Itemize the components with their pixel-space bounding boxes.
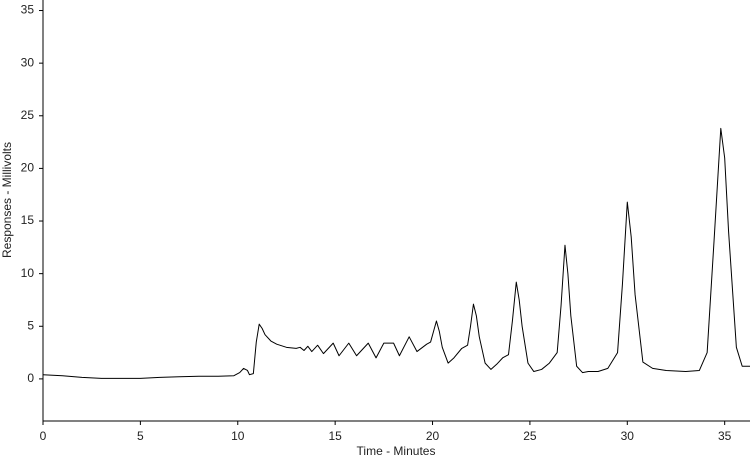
x-axis-label: Time - Minutes: [357, 444, 436, 458]
signal-line: [42, 127, 750, 379]
x-tick-label: 0: [40, 429, 47, 443]
x-tick-label: 35: [718, 429, 732, 443]
y-tick-label: 30: [21, 55, 35, 69]
y-tick-label: 25: [21, 108, 35, 122]
x-tick-label: 20: [426, 429, 440, 443]
x-tick-label: 25: [523, 429, 537, 443]
y-tick-label: 15: [21, 213, 35, 227]
y-tick-label: 35: [21, 3, 35, 17]
y-tick-label: 20: [21, 161, 35, 175]
x-tick-label: 5: [137, 429, 144, 443]
x-tick-label: 15: [328, 429, 342, 443]
x-tick-label: 30: [621, 429, 635, 443]
x-tick-label: 10: [231, 429, 245, 443]
y-axis-label: Responses - Millivolts: [0, 142, 14, 258]
y-tick-label: 10: [21, 266, 35, 280]
y-tick-label: 0: [27, 371, 34, 385]
y-tick-label: 5: [27, 318, 34, 332]
